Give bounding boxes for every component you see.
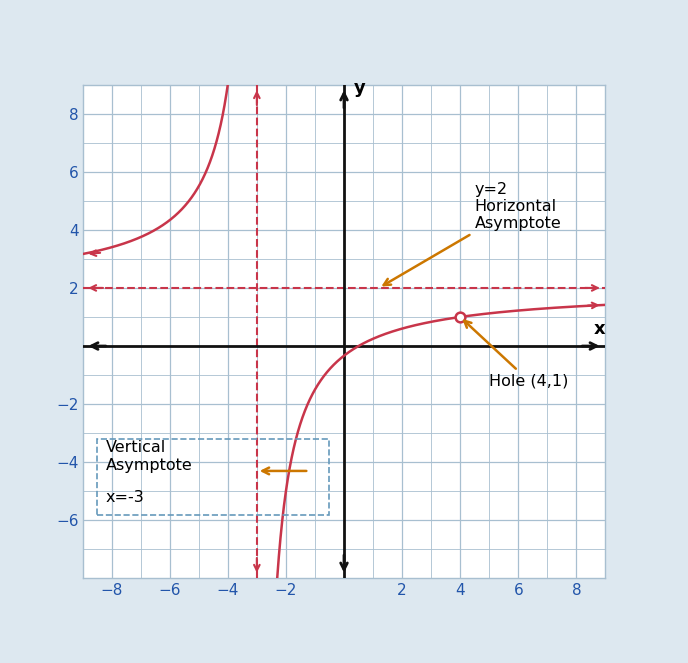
Text: Hole (4,1): Hole (4,1) — [464, 321, 568, 389]
Text: Vertical
Asymptote: Vertical Asymptote — [106, 440, 193, 473]
Text: y: y — [354, 80, 366, 97]
Text: y=2
Horizontal
Asymptote: y=2 Horizontal Asymptote — [384, 182, 561, 285]
Text: x: x — [594, 320, 605, 338]
Text: x=-3: x=-3 — [106, 489, 144, 505]
